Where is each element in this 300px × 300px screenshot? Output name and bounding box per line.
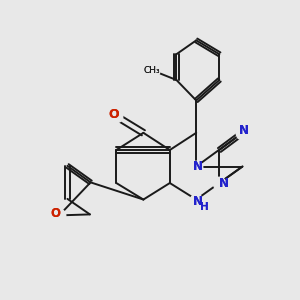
Text: N: N <box>193 195 203 208</box>
Text: O: O <box>51 207 61 220</box>
Text: N: N <box>193 195 203 208</box>
Text: N: N <box>219 176 229 190</box>
Text: H: H <box>200 202 209 212</box>
Text: N: N <box>239 124 249 137</box>
Text: H: H <box>200 202 209 212</box>
Text: O: O <box>51 207 61 220</box>
Text: N: N <box>193 160 203 173</box>
Text: N: N <box>239 124 249 137</box>
Text: N: N <box>193 160 203 173</box>
Text: O: O <box>109 108 119 121</box>
Text: N: N <box>219 176 229 190</box>
Text: CH₃: CH₃ <box>143 66 160 75</box>
Text: CH₃: CH₃ <box>143 66 160 75</box>
Text: O: O <box>109 108 119 121</box>
